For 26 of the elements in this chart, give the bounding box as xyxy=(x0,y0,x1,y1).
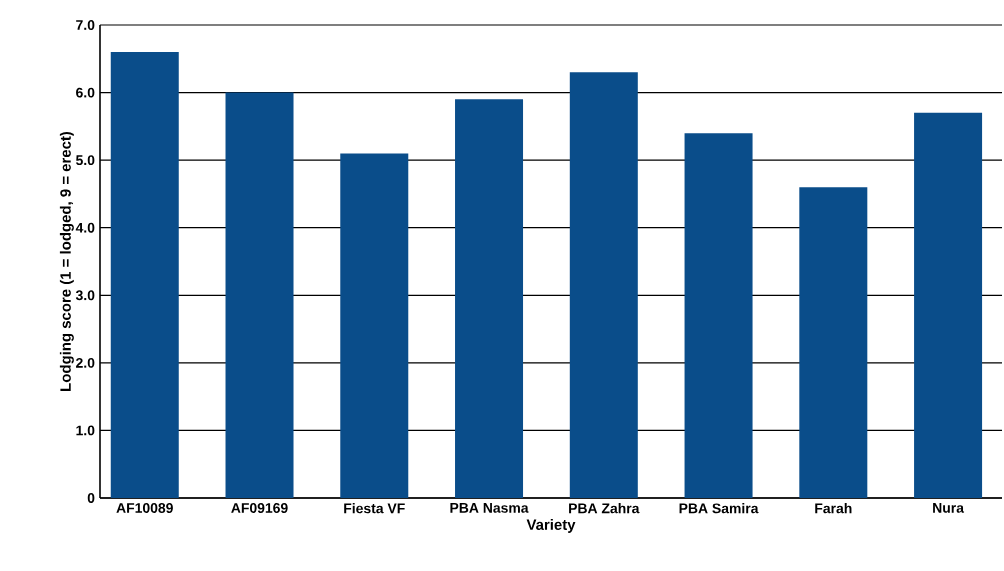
bar xyxy=(110,52,179,498)
y-tick-label: 5.0 xyxy=(76,155,95,166)
y-tick-label: 0 xyxy=(87,493,95,503)
x-tick-label: AF10089 xyxy=(116,503,173,513)
bar xyxy=(799,187,868,498)
x-axis-title: Variety xyxy=(526,519,576,533)
y-axis-title: Lodging score (1 = lodged, 9 = erect) xyxy=(59,131,74,391)
x-tick-label: PBA Samira xyxy=(679,503,759,514)
bar xyxy=(569,72,638,498)
x-tick-label: Fiesta VF xyxy=(344,503,405,514)
x-tick-label: PBA Nasma xyxy=(450,503,529,513)
x-tick-label: Nura xyxy=(933,503,965,513)
bar xyxy=(914,112,983,498)
y-tick-label: 1.0 xyxy=(76,425,95,436)
bar xyxy=(684,133,753,498)
x-tick-label: Farah xyxy=(815,503,852,514)
y-tick-label: 7.0 xyxy=(76,20,95,30)
bar xyxy=(340,153,409,498)
x-tick-label: AF09169 xyxy=(231,503,288,513)
x-tick-label: PBA Zahra xyxy=(569,503,640,514)
y-tick-label: 4.0 xyxy=(75,222,95,233)
y-tick-label: 2.0 xyxy=(76,357,95,368)
y-tick-label: 6.0 xyxy=(76,87,95,98)
bar xyxy=(225,92,294,498)
y-tick-label: 3.0 xyxy=(75,290,95,301)
bar xyxy=(455,99,524,498)
